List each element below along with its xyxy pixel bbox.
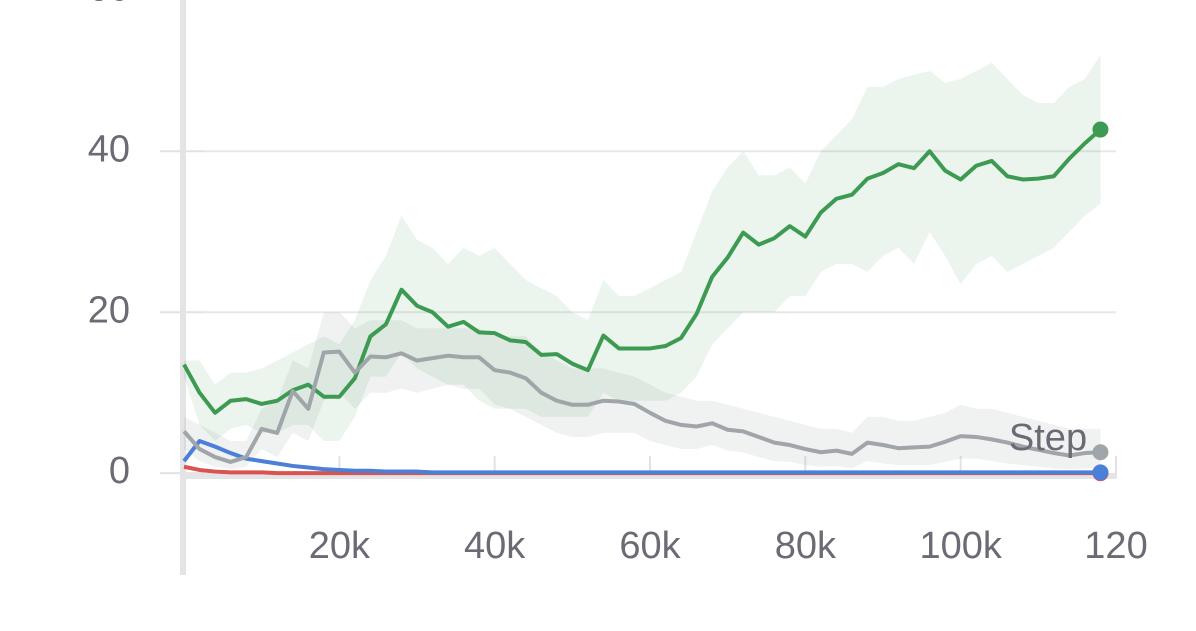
line (182, 438, 1101, 475)
end-point (1092, 121, 1109, 138)
line (182, 128, 1102, 415)
confidence-band (184, 312, 1101, 470)
x-axis-label: Step (1009, 417, 1087, 459)
line (182, 349, 1101, 464)
y-tick-label: 40 (88, 128, 130, 170)
end-point (1092, 464, 1109, 481)
y-tick-label: 20 (88, 289, 130, 331)
x-tick-label: 100k (919, 525, 1002, 567)
x-tick-label: 80k (775, 525, 837, 567)
confidence-band (184, 54, 1101, 441)
y-tick-label: 60 (88, 0, 130, 9)
x-tick-label: 60k (619, 525, 681, 567)
y-tick-label: 0 (109, 450, 130, 492)
x-tick-label: 20k (309, 525, 371, 567)
end-point (1092, 444, 1109, 461)
x-tick-label: 120 (1084, 525, 1147, 567)
x-tick-label: 40k (464, 525, 526, 567)
